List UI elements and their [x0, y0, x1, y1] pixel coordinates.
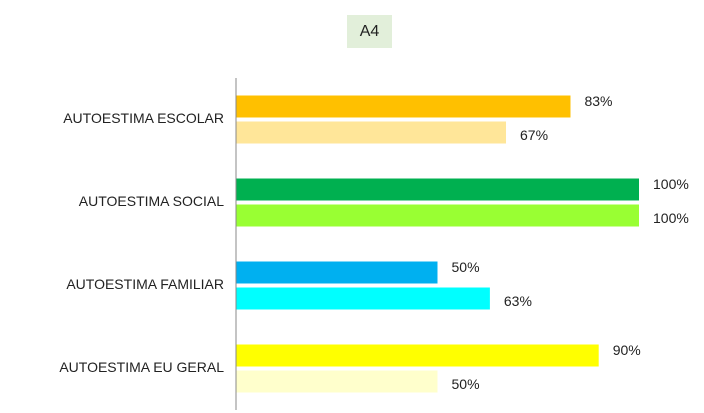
- category-label: AUTOESTIMA ESCOLAR: [63, 110, 224, 126]
- data-label: 63%: [504, 293, 532, 309]
- bar: [236, 178, 639, 201]
- data-label: 50%: [452, 376, 480, 392]
- chart-title: A4: [360, 23, 380, 40]
- data-label: 83%: [584, 93, 612, 109]
- bar: [236, 344, 599, 367]
- bar: [236, 121, 507, 144]
- bar: [236, 370, 438, 393]
- bar: [236, 287, 490, 310]
- data-label: 100%: [653, 210, 689, 226]
- bar: [236, 261, 438, 284]
- data-label: 50%: [452, 259, 480, 275]
- category-label: AUTOESTIMA SOCIAL: [79, 193, 224, 209]
- category-label: AUTOESTIMA FAMILIAR: [66, 276, 224, 292]
- bar: [236, 204, 639, 227]
- title-box: [347, 15, 392, 48]
- bar: [236, 95, 571, 118]
- data-label: 67%: [520, 127, 548, 143]
- data-label: 90%: [613, 342, 641, 358]
- category-label: AUTOESTIMA EU GERAL: [59, 359, 224, 375]
- data-label: 100%: [653, 176, 689, 192]
